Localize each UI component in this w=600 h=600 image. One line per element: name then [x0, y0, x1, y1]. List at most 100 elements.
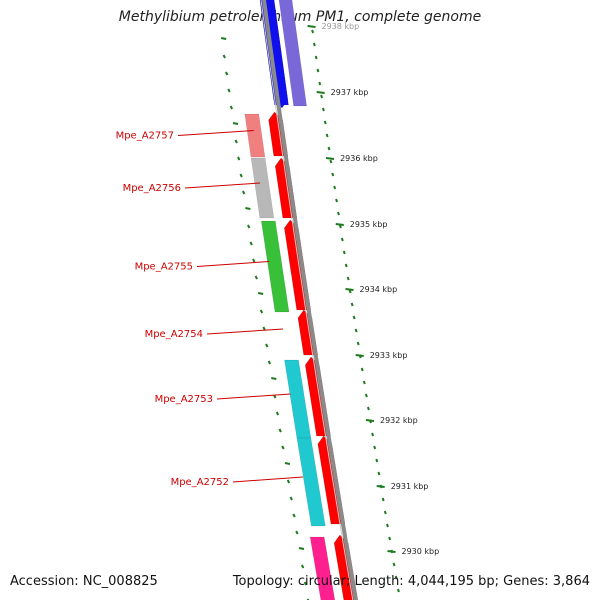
gene-label-mpe_a2754: Mpe_A2754	[145, 329, 203, 340]
scale-tick	[355, 354, 364, 357]
accession-value: NC_008825	[82, 574, 158, 589]
scale-tick	[345, 288, 354, 291]
topology-label: Topology:	[232, 574, 294, 589]
scale-labels: 2938 kbp 2937 kbp 2936 kbp 2935 kbp 2934 kbp…	[307, 22, 439, 556]
scale-label: 2932 kbp	[380, 416, 418, 425]
outer-tick	[323, 120, 327, 125]
outer-tick	[392, 562, 396, 567]
accession-info: Accession: NC_008825	[10, 574, 158, 589]
outer-tick	[375, 458, 379, 463]
inner-tick	[267, 360, 272, 365]
inner-tick	[275, 411, 280, 416]
outer-tick	[386, 523, 389, 528]
inner-tick	[300, 564, 305, 569]
outer-tick	[377, 471, 381, 476]
gene-label-mpe_a2756: Mpe_A2756	[123, 183, 181, 194]
scale-tick	[365, 419, 375, 422]
inner-tick	[271, 377, 277, 380]
outer-tick	[356, 341, 360, 346]
gene-leader-line	[216, 393, 291, 400]
inner-tick	[245, 207, 251, 210]
inner-tick	[257, 292, 264, 295]
gene-label-mpe_a2755: Mpe_A2755	[135, 262, 193, 273]
accession-label: Accession:	[10, 574, 79, 589]
outer-tick	[316, 68, 320, 73]
scale-tick	[335, 223, 344, 226]
gene-label-mpe_a2757: Mpe_A2757	[116, 131, 174, 142]
outer-tick	[333, 185, 337, 190]
gene-leader-line	[206, 328, 284, 335]
gene-strip-mpe_a2757	[244, 113, 266, 158]
scale-label: 2936 kbp	[340, 154, 378, 163]
outer-tick	[331, 172, 335, 177]
outer-tick	[362, 380, 366, 385]
gene-strip-mpe_a2755	[261, 220, 290, 313]
scale-label: 2931 kbp	[391, 482, 429, 491]
gene-labels: Mpe_A2757 Mpe_A2756 Mpe_A2755 Mpe_A2754 Mpe_…	[116, 130, 303, 488]
inner-tick	[298, 547, 305, 550]
inner-tick	[303, 581, 308, 586]
inner-tick	[249, 241, 253, 246]
inner-tick	[220, 37, 227, 40]
gene-leader-line	[177, 130, 254, 136]
gene-leader-line	[184, 182, 261, 189]
inner-tick	[278, 428, 282, 433]
outer-tick	[312, 42, 316, 47]
outer-tick	[388, 536, 392, 541]
outer-tick	[314, 55, 318, 60]
outer-tick	[346, 276, 350, 281]
inner-tick	[286, 479, 291, 484]
inner-tick	[289, 496, 293, 501]
inner-tick	[254, 275, 258, 280]
inner-tick	[222, 54, 226, 59]
map-title: Methylibium petroleiphilum PM1, complete…	[118, 9, 482, 25]
outer-tick	[396, 588, 400, 593]
inner-tick	[224, 71, 229, 76]
gene-leader-line	[196, 261, 270, 267]
outer-tick-track	[311, 29, 400, 593]
outer-tick	[364, 393, 368, 398]
gene-leader-line	[232, 476, 303, 483]
inner-tick	[292, 513, 296, 518]
genome-stats: Topology: circular; Length: 4,044,195 bp…	[232, 574, 590, 589]
outer-tick	[318, 81, 322, 86]
length-label: Length:	[354, 574, 404, 589]
outer-tick	[394, 575, 398, 580]
outer-tick	[350, 302, 354, 307]
inner-tick	[239, 173, 243, 178]
scale-label: 2938 kbp	[322, 22, 360, 31]
scale-label: 2934 kbp	[360, 285, 398, 294]
outer-tick	[337, 211, 340, 216]
outer-tick	[360, 367, 364, 372]
gene-strip-mpe_a2752	[296, 437, 326, 527]
topology-value: circular	[297, 574, 346, 589]
magenta-gene-strip	[309, 536, 336, 600]
outer-tick	[320, 94, 324, 99]
outer-tick	[340, 237, 344, 242]
inner-tick	[234, 139, 238, 144]
scale-tick	[307, 25, 316, 28]
length-value: 4,044,195 bp	[407, 574, 495, 589]
outer-tick	[342, 250, 346, 255]
outer-tick	[344, 263, 348, 268]
genes-label: Genes:	[503, 574, 549, 589]
inner-tick-track	[220, 37, 310, 600]
scale-label: 2937 kbp	[331, 88, 369, 97]
purple-gene-strip	[278, 0, 307, 107]
inner-tick	[237, 156, 241, 161]
outer-tick	[325, 133, 329, 138]
inner-tick	[259, 309, 264, 314]
outer-tick	[327, 146, 331, 151]
gene-color-strips	[244, 0, 336, 600]
scale-tick	[316, 91, 325, 94]
scale-tick	[325, 157, 335, 160]
scale-label: 2933 kbp	[370, 351, 408, 360]
outer-tick	[373, 445, 377, 450]
inner-tick	[284, 462, 291, 465]
outer-tick	[321, 107, 325, 112]
inner-tick	[241, 190, 246, 195]
outer-tick	[383, 510, 387, 515]
outer-tick	[352, 315, 356, 320]
gene-label-mpe_a2753: Mpe_A2753	[155, 394, 213, 405]
